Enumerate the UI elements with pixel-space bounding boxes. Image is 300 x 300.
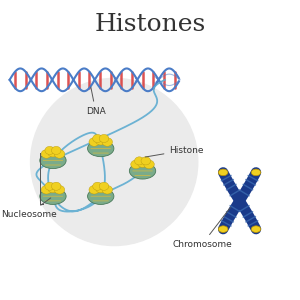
Ellipse shape bbox=[251, 226, 261, 232]
Ellipse shape bbox=[45, 182, 55, 190]
Ellipse shape bbox=[48, 148, 58, 157]
Text: DNA: DNA bbox=[86, 87, 106, 116]
Ellipse shape bbox=[88, 140, 114, 157]
Ellipse shape bbox=[51, 146, 61, 154]
Ellipse shape bbox=[93, 134, 102, 142]
Ellipse shape bbox=[54, 150, 65, 158]
Ellipse shape bbox=[45, 146, 55, 154]
Ellipse shape bbox=[99, 182, 109, 190]
Ellipse shape bbox=[251, 169, 261, 176]
Circle shape bbox=[31, 78, 198, 246]
Ellipse shape bbox=[141, 157, 151, 165]
Ellipse shape bbox=[40, 188, 66, 204]
Ellipse shape bbox=[89, 185, 99, 194]
Ellipse shape bbox=[54, 185, 65, 194]
Ellipse shape bbox=[51, 182, 61, 190]
Ellipse shape bbox=[137, 159, 148, 167]
Ellipse shape bbox=[102, 185, 112, 194]
Text: Nucleosome: Nucleosome bbox=[1, 198, 56, 219]
Ellipse shape bbox=[99, 134, 109, 142]
Ellipse shape bbox=[41, 185, 52, 194]
Text: Histones: Histones bbox=[94, 13, 206, 36]
Text: Histone: Histone bbox=[145, 146, 204, 157]
Ellipse shape bbox=[40, 152, 66, 169]
Ellipse shape bbox=[95, 136, 106, 145]
Ellipse shape bbox=[218, 226, 228, 232]
Ellipse shape bbox=[144, 160, 154, 169]
Ellipse shape bbox=[218, 169, 228, 176]
Ellipse shape bbox=[131, 160, 141, 169]
Ellipse shape bbox=[93, 182, 102, 190]
Text: Chromosome: Chromosome bbox=[172, 207, 232, 249]
Ellipse shape bbox=[89, 138, 99, 146]
Ellipse shape bbox=[48, 184, 58, 193]
Ellipse shape bbox=[134, 157, 144, 165]
Ellipse shape bbox=[95, 184, 106, 193]
Ellipse shape bbox=[102, 138, 112, 146]
Ellipse shape bbox=[129, 163, 156, 179]
Ellipse shape bbox=[88, 188, 114, 204]
Ellipse shape bbox=[41, 150, 52, 158]
